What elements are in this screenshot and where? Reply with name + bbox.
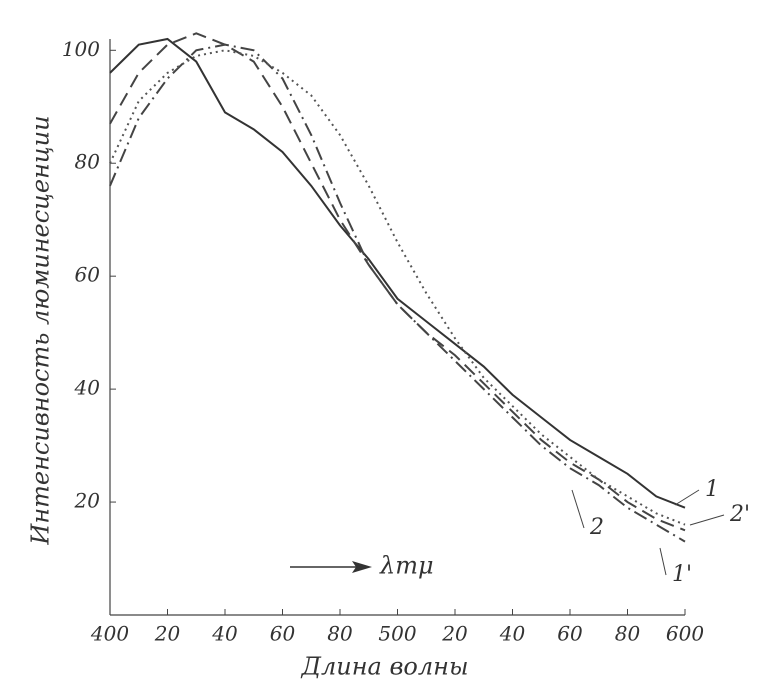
y-tick-label: 20 <box>74 489 101 513</box>
series-leader <box>674 489 700 506</box>
y-axis-label: Интенсивность люминесценции <box>27 115 55 545</box>
annotation: λmμ <box>379 552 434 580</box>
series-label: 2' <box>729 502 750 527</box>
series-line <box>109 49 686 526</box>
series-label: 1' <box>672 562 692 587</box>
y-tick-label: 40 <box>74 376 101 400</box>
series-leader <box>571 489 585 529</box>
y-tick-label: 80 <box>75 150 101 174</box>
x-axis-label: Длина волны <box>300 653 468 681</box>
series-line <box>109 37 686 509</box>
x-tick-label: 80 <box>327 622 353 646</box>
series-line <box>109 43 686 543</box>
x-tick-label: 80 <box>615 622 641 646</box>
x-tick-label: 40 <box>499 622 526 646</box>
x-tick-label: 60 <box>270 622 296 646</box>
y-tick-label: 100 <box>62 37 100 61</box>
x-tick-label: 20 <box>154 622 181 646</box>
x-tick-label: 500 <box>378 622 416 646</box>
x-tick-label: 60 <box>557 622 583 646</box>
series-leader <box>689 514 725 526</box>
x-tick-label: 400 <box>90 622 129 646</box>
series-line <box>109 32 686 532</box>
arrow-head <box>352 561 372 573</box>
series-label: 1 <box>705 477 719 502</box>
y-tick-label: 60 <box>75 263 101 287</box>
series-leader <box>659 547 667 576</box>
x-tick-label: 20 <box>441 622 468 646</box>
x-tick-label: 600 <box>666 622 704 646</box>
x-tick-label: 40 <box>211 622 238 646</box>
series-label: 2 <box>589 515 604 540</box>
